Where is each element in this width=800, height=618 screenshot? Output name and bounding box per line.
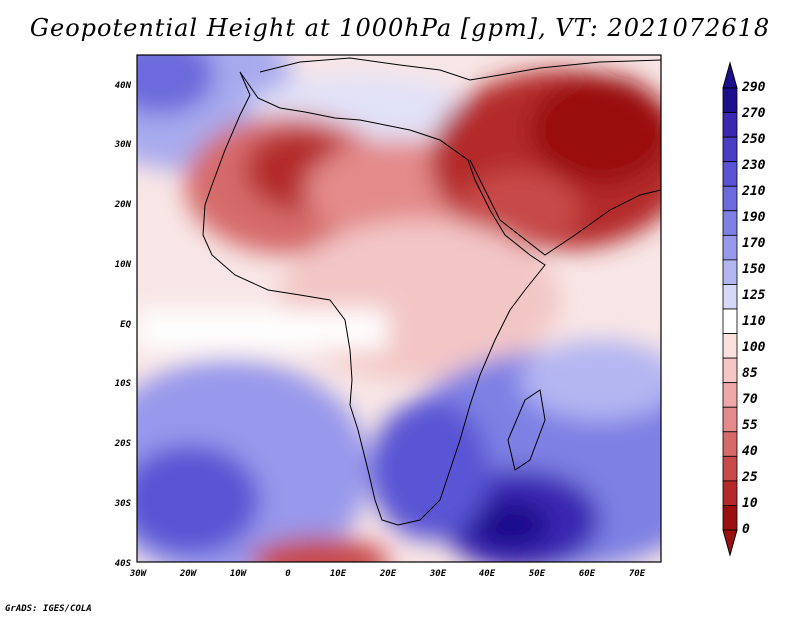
lat-tick: EQ: [120, 320, 131, 330]
colorbar-segment: [722, 259, 738, 285]
lat-tick: 20S: [114, 439, 132, 449]
grads-credit: GrADS: IGES/COLA: [5, 604, 92, 614]
colorbar-label: 10: [742, 496, 758, 511]
lat-tick: 30N: [114, 140, 132, 150]
map-frame: [136, 54, 662, 563]
lat-tick: 40S: [115, 559, 132, 569]
colorbar-label: 150: [742, 262, 766, 277]
lon-tick: 10W: [230, 569, 248, 579]
colorbar-label: 125: [742, 288, 766, 303]
colorbar-label: 230: [742, 158, 766, 173]
colorbar-top-arrow: [722, 61, 738, 89]
colorbar-label: 25: [742, 470, 758, 485]
lat-tick: 10N: [115, 260, 132, 270]
colorbar-bottom-arrow: [722, 529, 738, 557]
lon-tick: 50E: [529, 569, 546, 579]
colorbar-segment: [722, 357, 738, 384]
map-title: Geopotential Height at 1000hPa [gpm], VT…: [29, 14, 771, 42]
height-field: [137, 55, 661, 562]
lat-tick: 30S: [114, 499, 132, 509]
colorbar-segment: [722, 185, 738, 212]
colorbar-segment: [722, 431, 738, 457]
colorbar-label: 70: [742, 392, 758, 407]
colorbar-label: 210: [742, 184, 766, 199]
colorbar-label: 100: [742, 340, 766, 355]
lon-tick: 30E: [429, 569, 447, 579]
colorbar-label: 55: [742, 418, 758, 433]
coastlines: [202, 57, 661, 526]
lon-axis: 30W 20W 10W 0 10E 20E 30E 40E 50E 60E 70…: [129, 569, 646, 579]
colorbar-label: 250: [742, 132, 766, 147]
lon-tick: 60E: [579, 569, 596, 579]
colorbar-label: 170: [742, 236, 766, 251]
colorbar-segment: [722, 112, 738, 138]
lat-tick: 10S: [115, 379, 132, 389]
colorbar-segment: [722, 333, 738, 359]
colorbar-segment: [722, 87, 738, 113]
colorbar-segment: [722, 505, 738, 531]
lat-tick: 20N: [114, 200, 132, 210]
colorbar-segment: [722, 136, 738, 163]
lon-tick: 40E: [479, 569, 496, 579]
lat-tick: 40N: [115, 81, 132, 91]
colorbar-label: 40: [742, 444, 758, 459]
lon-tick: 20E: [379, 569, 397, 579]
colorbar-label: 110: [742, 314, 766, 329]
colorbar-segment: [722, 210, 738, 236]
lon-tick: 10E: [330, 569, 347, 579]
colorbar-segment: [722, 284, 738, 310]
colorbar-label: 270: [742, 106, 766, 121]
colorbar-segment: [722, 455, 738, 482]
colorbar-segment: [722, 161, 738, 187]
colorbar-segment: [722, 480, 738, 506]
lon-tick: 70E: [629, 569, 646, 579]
colorbar-segment: [722, 382, 738, 408]
colorbar-label: 85: [742, 366, 758, 381]
lon-tick: 20W: [179, 569, 198, 579]
lat-axis: 40N 30N 20N 10N EQ 10S 20S 30S 40S: [114, 81, 132, 569]
colorbar-label: 290: [742, 80, 766, 95]
colorbar: [722, 61, 738, 557]
colorbar-label: 190: [742, 210, 766, 225]
colorbar-segment: [722, 406, 738, 433]
lon-tick: 0: [285, 569, 291, 579]
colorbar-label: 0: [742, 522, 750, 537]
colorbar-segment: [722, 234, 738, 261]
lon-tick: 30W: [129, 569, 148, 579]
colorbar-segment: [722, 308, 738, 334]
